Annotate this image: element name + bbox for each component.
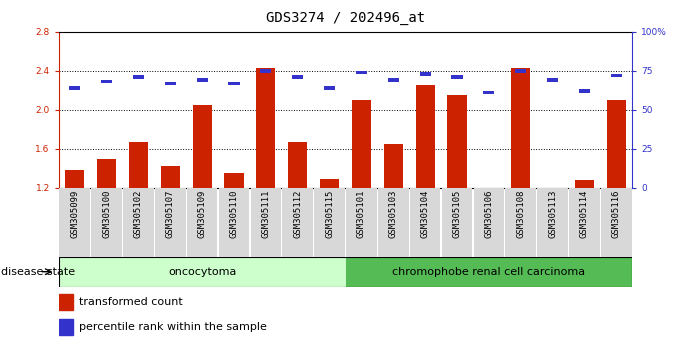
Bar (123, 188, 153, 257)
Text: GSM305101: GSM305101 (357, 190, 366, 238)
Bar (261, 69, 272, 73)
Bar (164, 81, 176, 85)
Text: percentile rank within the sample: percentile rank within the sample (79, 322, 267, 332)
Text: GSM305104: GSM305104 (421, 190, 430, 238)
Bar (129, 142, 148, 188)
Text: disease state: disease state (1, 267, 75, 277)
Bar (320, 179, 339, 188)
Text: GSM305099: GSM305099 (70, 190, 79, 238)
Text: GSM305102: GSM305102 (134, 190, 143, 238)
Text: GSM305107: GSM305107 (166, 190, 175, 238)
Bar (187, 188, 218, 257)
Bar (59, 257, 346, 287)
Bar (611, 74, 622, 77)
Bar (225, 173, 243, 188)
Bar (91, 188, 122, 257)
Bar (314, 188, 345, 257)
Text: GSM305112: GSM305112 (293, 190, 302, 238)
Bar (601, 188, 632, 257)
Text: GSM305111: GSM305111 (261, 190, 270, 238)
Bar (505, 188, 536, 257)
Bar (410, 188, 440, 257)
Text: GSM305103: GSM305103 (389, 190, 398, 238)
Text: GSM305109: GSM305109 (198, 190, 207, 238)
Bar (97, 159, 116, 188)
Text: GSM305105: GSM305105 (453, 190, 462, 238)
Bar (59, 188, 90, 257)
Text: GSM305100: GSM305100 (102, 190, 111, 238)
Bar (324, 86, 335, 90)
Text: chromophobe renal cell carcinoma: chromophobe renal cell carcinoma (392, 267, 585, 277)
Text: transformed count: transformed count (79, 297, 183, 307)
Bar (419, 72, 430, 76)
Bar (101, 80, 112, 84)
Bar (378, 188, 408, 257)
Bar (451, 75, 462, 79)
Bar (579, 89, 590, 93)
Text: GSM305110: GSM305110 (229, 190, 238, 238)
Bar (283, 188, 313, 257)
Bar (59, 319, 73, 335)
Bar (607, 100, 626, 188)
Bar (442, 188, 473, 257)
Bar (133, 75, 144, 79)
Bar (346, 257, 632, 287)
Bar (218, 188, 249, 257)
Text: GSM305114: GSM305114 (580, 190, 589, 238)
Bar (155, 188, 186, 257)
Bar (511, 68, 530, 188)
Text: GSM305115: GSM305115 (325, 190, 334, 238)
Bar (388, 79, 399, 82)
Text: GSM305116: GSM305116 (612, 190, 621, 238)
Bar (229, 81, 240, 85)
Bar (65, 170, 84, 188)
Bar (575, 180, 594, 188)
Bar (356, 71, 367, 74)
Bar (515, 69, 527, 73)
Bar (346, 188, 377, 257)
Bar (352, 100, 371, 188)
Text: oncocytoma: oncocytoma (168, 267, 236, 277)
Bar (415, 85, 435, 188)
Text: GSM305113: GSM305113 (548, 190, 557, 238)
Text: GSM305106: GSM305106 (484, 190, 493, 238)
Bar (292, 75, 303, 79)
Bar (59, 294, 73, 310)
Bar (538, 188, 568, 257)
Bar (196, 79, 208, 82)
Bar (161, 166, 180, 188)
Bar (483, 91, 495, 94)
Bar (69, 86, 80, 90)
Bar (251, 188, 281, 257)
Bar (384, 144, 403, 188)
Bar (448, 95, 466, 188)
Bar (288, 142, 307, 188)
Bar (473, 188, 504, 257)
Text: GSM305108: GSM305108 (516, 190, 525, 238)
Bar (569, 188, 600, 257)
Text: GDS3274 / 202496_at: GDS3274 / 202496_at (266, 11, 425, 25)
Bar (547, 79, 558, 82)
Bar (256, 68, 276, 188)
Bar (193, 105, 211, 188)
